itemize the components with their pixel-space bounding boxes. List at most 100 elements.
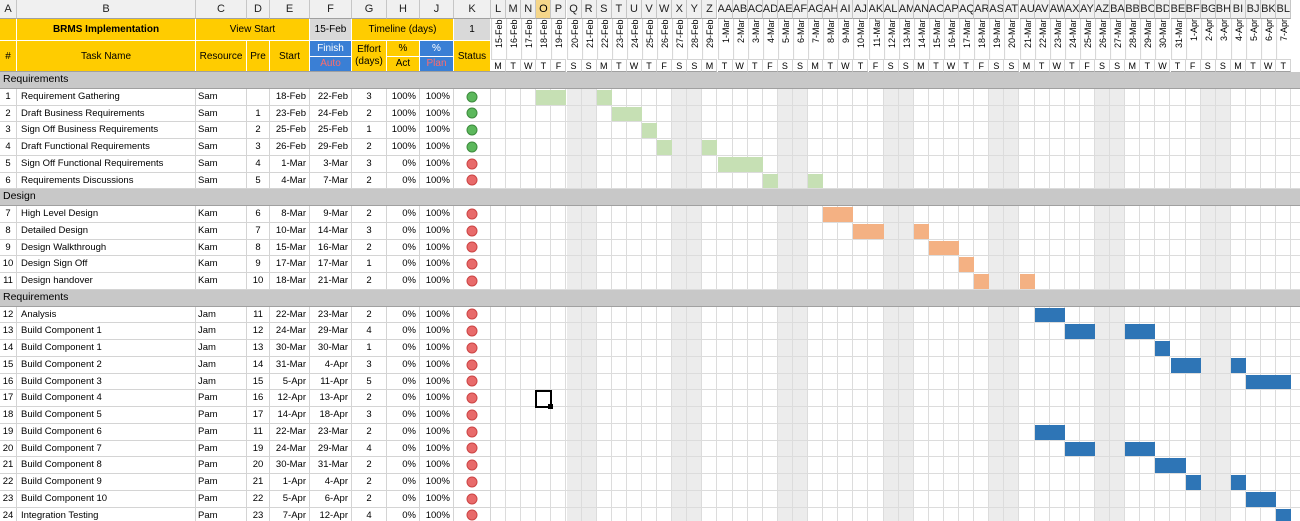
task-resource[interactable]: Kam — [196, 273, 247, 290]
task-status-cell[interactable] — [454, 256, 491, 273]
task-name[interactable]: Build Component 5 — [17, 407, 196, 424]
task-predecessor[interactable]: 21 — [247, 474, 270, 491]
column-header-b[interactable]: B — [17, 0, 196, 19]
gantt-bar-blue[interactable] — [1155, 341, 1171, 356]
column-header-bh[interactable]: BH — [1215, 0, 1231, 19]
task-number[interactable]: 18 — [0, 407, 17, 424]
task-pct-plan[interactable]: 100% — [420, 273, 454, 290]
task-name[interactable]: Build Component 9 — [17, 474, 196, 491]
task-effort[interactable]: 3 — [352, 88, 387, 106]
gantt-bar-blue[interactable] — [1185, 475, 1201, 490]
task-status-cell[interactable] — [454, 88, 491, 106]
task-start[interactable]: 12-Apr — [270, 390, 310, 407]
task-pct-plan[interactable]: 100% — [420, 373, 454, 391]
column-header-at[interactable]: AT — [1004, 0, 1020, 19]
task-pct-plan[interactable]: 100% — [420, 206, 454, 223]
task-predecessor[interactable]: 9 — [247, 256, 270, 273]
column-header-ak[interactable]: AK — [868, 0, 884, 19]
gantt-bar-green[interactable] — [657, 140, 673, 155]
task-resource[interactable]: Sam — [196, 155, 247, 173]
task-effort[interactable]: 4 — [352, 440, 387, 458]
task-number[interactable]: 8 — [0, 222, 17, 240]
task-name[interactable]: Design Walkthrough — [17, 239, 196, 257]
column-header-ba[interactable]: BA — [1110, 0, 1126, 19]
task-number[interactable]: 13 — [0, 323, 17, 340]
task-resource[interactable]: Pam — [196, 457, 247, 474]
gantt-bar-blue[interactable] — [1155, 458, 1186, 473]
task-resource[interactable]: Jam — [196, 323, 247, 340]
task-predecessor[interactable]: 12 — [247, 323, 270, 340]
task-pct-act[interactable]: 0% — [387, 306, 420, 324]
task-resource[interactable]: Pam — [196, 474, 247, 491]
task-status-cell[interactable] — [454, 122, 491, 139]
fill-handle[interactable] — [548, 404, 554, 409]
task-finish[interactable]: 17-Mar — [310, 256, 352, 273]
column-header-x[interactable]: X — [672, 0, 688, 19]
task-finish[interactable]: 22-Feb — [310, 88, 352, 106]
task-status-cell[interactable] — [454, 373, 491, 391]
task-start[interactable]: 7-Apr — [270, 507, 310, 521]
column-header-q[interactable]: Q — [566, 0, 582, 19]
task-resource[interactable]: Jam — [196, 373, 247, 391]
task-predecessor[interactable]: 11 — [247, 306, 270, 324]
task-resource[interactable]: Sam — [196, 88, 247, 106]
column-header-ap[interactable]: AP — [944, 0, 960, 19]
task-predecessor[interactable]: 22 — [247, 490, 270, 508]
column-header-be[interactable]: BE — [1170, 0, 1186, 19]
task-start[interactable]: 30-Mar — [270, 340, 310, 357]
task-predecessor[interactable]: 3 — [247, 139, 270, 156]
task-finish[interactable]: 9-Mar — [310, 206, 352, 223]
column-header-ag[interactable]: AG — [808, 0, 824, 19]
timeline-value[interactable]: 1 — [454, 19, 491, 41]
column-header-ao[interactable]: AO — [928, 0, 944, 19]
task-effort[interactable]: 2 — [352, 172, 387, 190]
task-pct-plan[interactable]: 100% — [420, 122, 454, 139]
column-header-h[interactable]: H — [387, 0, 420, 19]
task-pct-act[interactable]: 100% — [387, 105, 420, 123]
task-pct-plan[interactable]: 100% — [420, 323, 454, 340]
gantt-bar-orange[interactable] — [823, 207, 854, 222]
task-status-cell[interactable] — [454, 155, 491, 173]
task-pct-act[interactable]: 100% — [387, 88, 420, 106]
task-predecessor[interactable]: 2 — [247, 122, 270, 139]
column-header-bg[interactable]: BG — [1200, 0, 1216, 19]
task-number[interactable]: 15 — [0, 356, 17, 374]
task-pct-plan[interactable]: 100% — [420, 306, 454, 324]
gantt-bar-orange[interactable] — [928, 240, 960, 256]
column-header-s[interactable]: S — [596, 0, 612, 19]
gantt-bar-orange[interactable] — [974, 274, 990, 289]
task-status-cell[interactable] — [454, 423, 491, 441]
column-header-k[interactable]: K — [454, 0, 491, 19]
column-header-bj[interactable]: BJ — [1246, 0, 1262, 19]
task-name[interactable]: Analysis — [17, 306, 196, 324]
task-effort[interactable]: 1 — [352, 340, 387, 357]
task-resource[interactable]: Jam — [196, 306, 247, 324]
task-predecessor[interactable]: 14 — [247, 356, 270, 374]
task-number[interactable]: 6 — [0, 172, 17, 190]
task-resource[interactable]: Jam — [196, 356, 247, 374]
task-resource[interactable]: Sam — [196, 105, 247, 123]
task-predecessor[interactable]: 5 — [247, 172, 270, 190]
gantt-bar-orange[interactable] — [1019, 274, 1035, 289]
task-pct-act[interactable]: 0% — [387, 490, 420, 508]
task-start[interactable]: 8-Mar — [270, 206, 310, 223]
column-header-n[interactable]: N — [521, 0, 537, 19]
task-name[interactable]: Build Component 1 — [17, 340, 196, 357]
task-pct-act[interactable]: 0% — [387, 222, 420, 240]
task-name[interactable]: Build Component 2 — [17, 356, 196, 374]
column-header-av[interactable]: AV — [1034, 0, 1050, 19]
gantt-bar-blue[interactable] — [1064, 324, 1095, 339]
task-finish[interactable]: 29-Mar — [310, 323, 352, 340]
task-number[interactable]: 5 — [0, 155, 17, 173]
task-pct-plan[interactable]: 100% — [420, 457, 454, 474]
column-header-bd[interactable]: BD — [1155, 0, 1171, 19]
task-effort[interactable]: 2 — [352, 474, 387, 491]
task-effort[interactable]: 2 — [352, 490, 387, 508]
selected-cell[interactable] — [535, 390, 553, 408]
column-header-aw[interactable]: AW — [1049, 0, 1065, 19]
task-finish[interactable]: 6-Apr — [310, 490, 352, 508]
task-pct-act[interactable]: 0% — [387, 440, 420, 458]
task-status-cell[interactable] — [454, 507, 491, 521]
task-name[interactable]: Requirement Gathering — [17, 88, 196, 106]
task-effort[interactable]: 2 — [352, 273, 387, 290]
